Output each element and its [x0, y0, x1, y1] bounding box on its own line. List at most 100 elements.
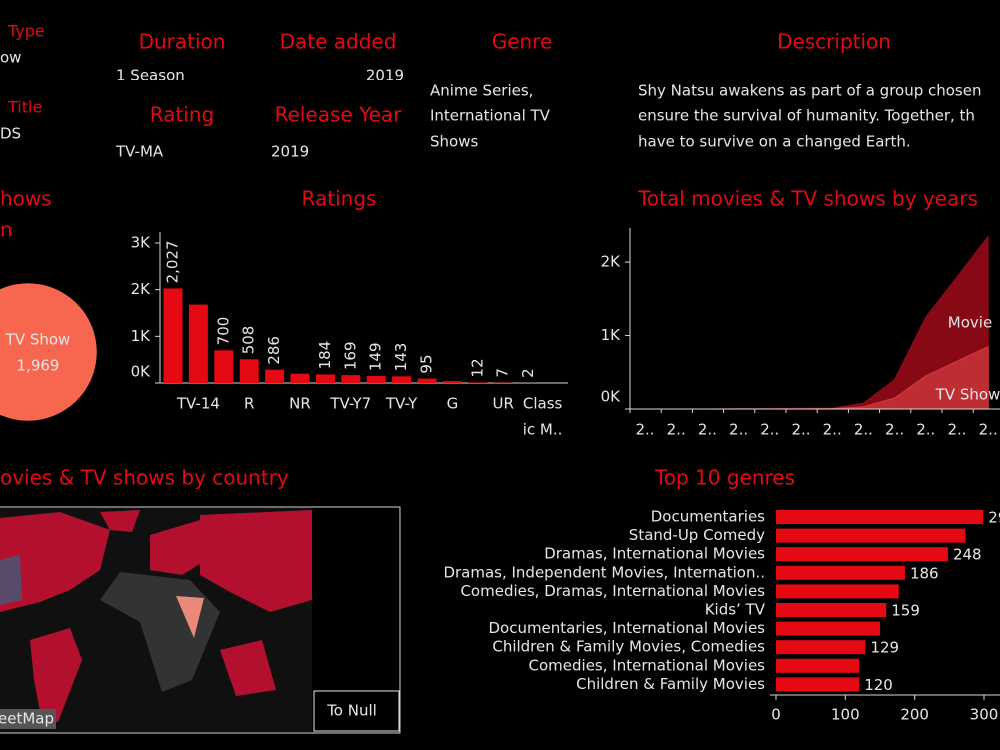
x-tick-label: 2..: [947, 421, 966, 439]
x-tick-label: UR: [492, 395, 513, 413]
bar: [163, 288, 183, 383]
country-region: [30, 628, 82, 722]
y-tick-label: 3K: [131, 234, 152, 252]
value-label: 184: [316, 341, 334, 370]
x-tick-label: 2..: [667, 421, 686, 439]
value-label: 149: [367, 342, 385, 371]
bar: [776, 603, 887, 617]
value-label: 7: [494, 368, 512, 378]
country-region: [176, 596, 204, 638]
chart-title: Top 10 genres: [654, 466, 795, 490]
x-tick-label: 2..: [698, 421, 717, 439]
x-tick-label: 2..: [791, 421, 810, 439]
y-tick-label: Stand-Up Comedy: [629, 526, 765, 544]
map-legend: [313, 690, 400, 732]
field-label: Description: [777, 30, 891, 54]
value-label: 248: [953, 546, 982, 564]
bar: [442, 381, 462, 383]
field-value: Shy Natsu awakens as part of a group cho…: [638, 82, 981, 100]
map-legend-label: To Null: [326, 702, 377, 720]
x-tick-label: Class: [523, 395, 563, 413]
bar: [366, 376, 386, 383]
map-credit-box: [0, 709, 56, 729]
field-value: International TV: [430, 107, 551, 125]
field-value: 2019: [366, 67, 404, 85]
x-tick-label: 2..: [823, 421, 842, 439]
map-title: ovies & TV shows by country: [0, 466, 289, 490]
y-tick-label: Comedies, Dramas, International Movies: [460, 582, 765, 600]
y-tick-label: 2K: [131, 280, 152, 298]
bar: [776, 584, 899, 599]
bar: [776, 621, 880, 636]
y-tick-label: Dramas, Independent Movies, Internation.…: [443, 563, 765, 581]
y-tick-label: 0K: [601, 388, 622, 406]
x-tick-label: R: [244, 395, 254, 413]
value-label: 12: [468, 358, 486, 377]
value-label: 120: [864, 676, 893, 694]
bubble-label: TV Show: [5, 331, 71, 349]
x-tick-label: G: [447, 395, 459, 413]
bar: [265, 369, 285, 383]
field-value: have to survive on a changed Earth.: [638, 133, 911, 151]
field-value: Shows: [430, 133, 478, 151]
y-tick-label: Children & Family Movies, Comedies: [492, 638, 765, 656]
series-label: TV Show: [935, 386, 1000, 404]
x-tick-label: NR: [289, 395, 311, 413]
value-label: 2,027: [164, 240, 182, 283]
field-value: ensure the survival of humanity. Togethe…: [638, 107, 975, 125]
bar: [315, 374, 335, 383]
value-label: 2: [519, 368, 537, 378]
value-label: 299: [988, 509, 1000, 527]
y-tick-label: Children & Family Movies: [576, 675, 765, 693]
value-label: 700: [214, 317, 232, 346]
y-tick-label: Kids’ TV: [705, 601, 766, 619]
y-tick-label: 0K: [131, 363, 152, 381]
field-label: Date added: [280, 30, 397, 54]
x-tick-label: 2..: [979, 421, 998, 439]
x-tick-label: ic M..: [523, 421, 563, 439]
chart-title: Ratings: [302, 187, 377, 211]
x-tick-label: 0: [771, 706, 781, 724]
field-value: ow: [0, 49, 21, 67]
y-tick-label: Comedies, International Movies: [529, 656, 766, 674]
bar: [188, 304, 208, 383]
series-label: Movie: [948, 314, 992, 332]
y-tick-label: Documentaries: [651, 508, 765, 526]
field-value: DS: [0, 125, 21, 143]
x-tick-label: 100: [831, 706, 860, 724]
value-label: 95: [418, 354, 436, 373]
x-tick-label: 2..: [729, 421, 748, 439]
bar: [341, 375, 361, 383]
y-tick-label: 1K: [601, 326, 622, 344]
bar: [417, 378, 437, 383]
x-tick-label: 200: [900, 706, 929, 724]
field-label: Rating: [150, 103, 214, 127]
field-value: TV-MA: [115, 143, 164, 161]
x-tick-label: 2..: [885, 421, 904, 439]
value-label: 186: [910, 564, 939, 582]
field-value: Anime Series,: [430, 82, 533, 100]
field-value: 2019: [271, 143, 309, 161]
bubble: [0, 283, 97, 421]
bar: [290, 373, 310, 383]
bar: [776, 640, 866, 655]
value-label: 143: [392, 343, 410, 372]
country-region: [220, 640, 276, 696]
field-label: Genre: [492, 30, 553, 54]
country-region: [100, 510, 140, 532]
chart-title: hows: [0, 187, 52, 211]
country-region: [200, 510, 312, 612]
bar: [776, 528, 966, 543]
bar: [468, 382, 488, 383]
map-credit: eetMap: [0, 710, 54, 728]
x-tick-label: TV-Y7: [329, 395, 371, 413]
bar: [214, 350, 234, 383]
x-tick-label: 2..: [854, 421, 873, 439]
bar: [776, 565, 905, 580]
field-label: Type: [7, 22, 45, 41]
value-label: 508: [240, 326, 258, 355]
bar: [776, 677, 860, 692]
x-tick-label: 2..: [635, 421, 654, 439]
country-region: [0, 512, 110, 612]
